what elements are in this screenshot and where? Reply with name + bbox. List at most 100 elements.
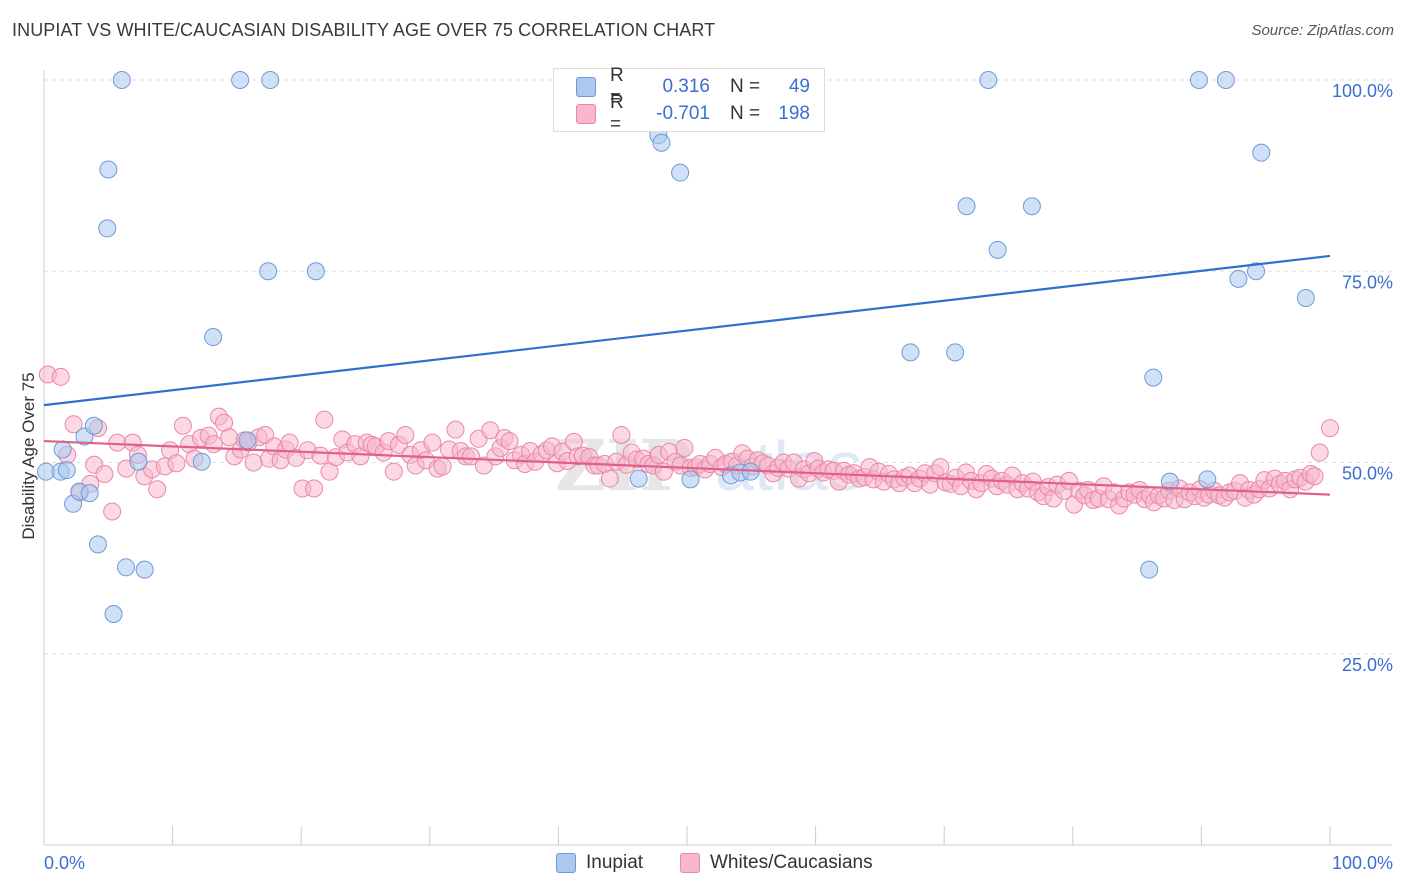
- point-inupiat: [957, 197, 976, 216]
- point-inupiat: [57, 461, 76, 480]
- point-white: [423, 433, 442, 452]
- point-white: [315, 410, 334, 429]
- point-inupiat: [988, 240, 1007, 259]
- point-white: [1305, 467, 1324, 486]
- point-white: [384, 462, 403, 481]
- point-inupiat: [135, 560, 154, 579]
- point-white: [481, 421, 500, 440]
- point-inupiat: [84, 416, 103, 435]
- point-inupiat: [901, 343, 920, 362]
- r-label: R =: [610, 65, 624, 108]
- point-inupiat: [261, 71, 280, 89]
- trend-line-white: [43, 439, 1331, 496]
- point-inupiat: [238, 431, 257, 450]
- n-label: N =: [730, 103, 761, 124]
- trend-line-inupiat: [43, 254, 1331, 407]
- point-inupiat: [99, 160, 118, 179]
- point-white: [1310, 443, 1329, 462]
- x-tick-label-max: 100.0%: [1332, 853, 1393, 873]
- point-inupiat: [1022, 197, 1041, 216]
- point-white: [103, 502, 122, 521]
- y-tick-label: 100.0%: [1332, 81, 1393, 101]
- white-swatch: [680, 853, 700, 873]
- point-white: [51, 367, 70, 386]
- n-label: N =: [730, 76, 761, 97]
- point-white: [108, 433, 127, 452]
- point-white: [675, 438, 694, 457]
- point-white: [305, 479, 324, 498]
- r-value: 0.316: [662, 76, 710, 97]
- stats-legend-row-inupiat: R = 0.316 N = 49: [576, 65, 810, 108]
- point-white: [612, 425, 631, 444]
- r-label: R =: [610, 92, 624, 135]
- point-inupiat: [204, 328, 223, 347]
- point-inupiat: [112, 71, 131, 89]
- point-inupiat: [979, 71, 998, 89]
- point-inupiat: [946, 343, 965, 362]
- point-white: [204, 435, 223, 454]
- point-white: [95, 464, 114, 483]
- n-value: 198: [778, 103, 810, 124]
- point-inupiat: [104, 604, 123, 623]
- white-swatch: [576, 104, 596, 124]
- point-inupiat: [129, 452, 148, 471]
- inupiat-swatch: [576, 77, 596, 97]
- point-inupiat: [1189, 71, 1208, 89]
- point-inupiat: [259, 262, 278, 281]
- point-inupiat: [681, 470, 700, 489]
- point-white: [446, 420, 465, 439]
- point-white: [396, 425, 415, 444]
- point-inupiat: [88, 535, 107, 554]
- point-inupiat: [306, 262, 325, 281]
- point-white: [173, 416, 192, 435]
- stats-legend-row-white: R = -0.701 N = 198: [576, 92, 810, 135]
- point-inupiat: [1229, 269, 1248, 288]
- point-inupiat: [1144, 368, 1163, 387]
- legend-label-white: Whites/Caucasians: [710, 852, 873, 873]
- point-white: [167, 454, 186, 473]
- point-white: [1321, 419, 1339, 438]
- point-inupiat: [1160, 472, 1179, 491]
- point-inupiat: [192, 452, 211, 471]
- point-inupiat: [1216, 71, 1235, 89]
- y-tick-label: 25.0%: [1342, 655, 1393, 675]
- point-inupiat: [53, 440, 72, 459]
- point-inupiat: [652, 133, 671, 152]
- chart-title: INUPIAT VS WHITE/CAUCASIAN DISABILITY AG…: [12, 20, 716, 40]
- point-white: [64, 415, 83, 434]
- chart-source: Source: ZipAtlas.com: [1251, 22, 1394, 39]
- series-legend: Inupiat Whites/Caucasians: [0, 852, 1406, 878]
- point-inupiat: [1140, 560, 1159, 579]
- r-value: -0.701: [656, 103, 710, 124]
- point-inupiat: [1198, 470, 1217, 489]
- legend-item-inupiat[interactable]: Inupiat: [556, 852, 643, 874]
- inupiat-swatch: [556, 853, 576, 873]
- y-tick-label: 75.0%: [1342, 272, 1393, 292]
- point-white: [461, 447, 480, 466]
- point-white: [280, 433, 299, 452]
- point-inupiat: [98, 219, 117, 238]
- y-axis-title: Disability Age Over 75: [19, 372, 38, 539]
- point-inupiat: [1296, 289, 1315, 308]
- legend-item-white[interactable]: Whites/Caucasians: [680, 852, 873, 874]
- point-white: [500, 432, 519, 451]
- stats-legend: R = 0.316 N = 49 R = -0.701 N = 198: [553, 65, 825, 135]
- point-inupiat: [1252, 143, 1271, 162]
- point-white: [600, 469, 619, 488]
- x-tick-label-min: 0.0%: [44, 853, 85, 873]
- point-inupiat: [629, 469, 648, 488]
- legend-label-inupiat: Inupiat: [586, 852, 644, 873]
- point-inupiat: [671, 163, 690, 182]
- point-white: [244, 453, 263, 472]
- point-white: [433, 457, 452, 476]
- y-tick-label: 50.0%: [1342, 464, 1393, 484]
- point-inupiat: [80, 484, 99, 503]
- point-white: [311, 446, 330, 465]
- n-value: 49: [788, 76, 810, 97]
- point-inupiat: [231, 71, 250, 89]
- point-inupiat: [116, 558, 135, 577]
- point-inupiat: [1247, 262, 1266, 281]
- point-white: [148, 480, 167, 499]
- point-white: [931, 458, 950, 477]
